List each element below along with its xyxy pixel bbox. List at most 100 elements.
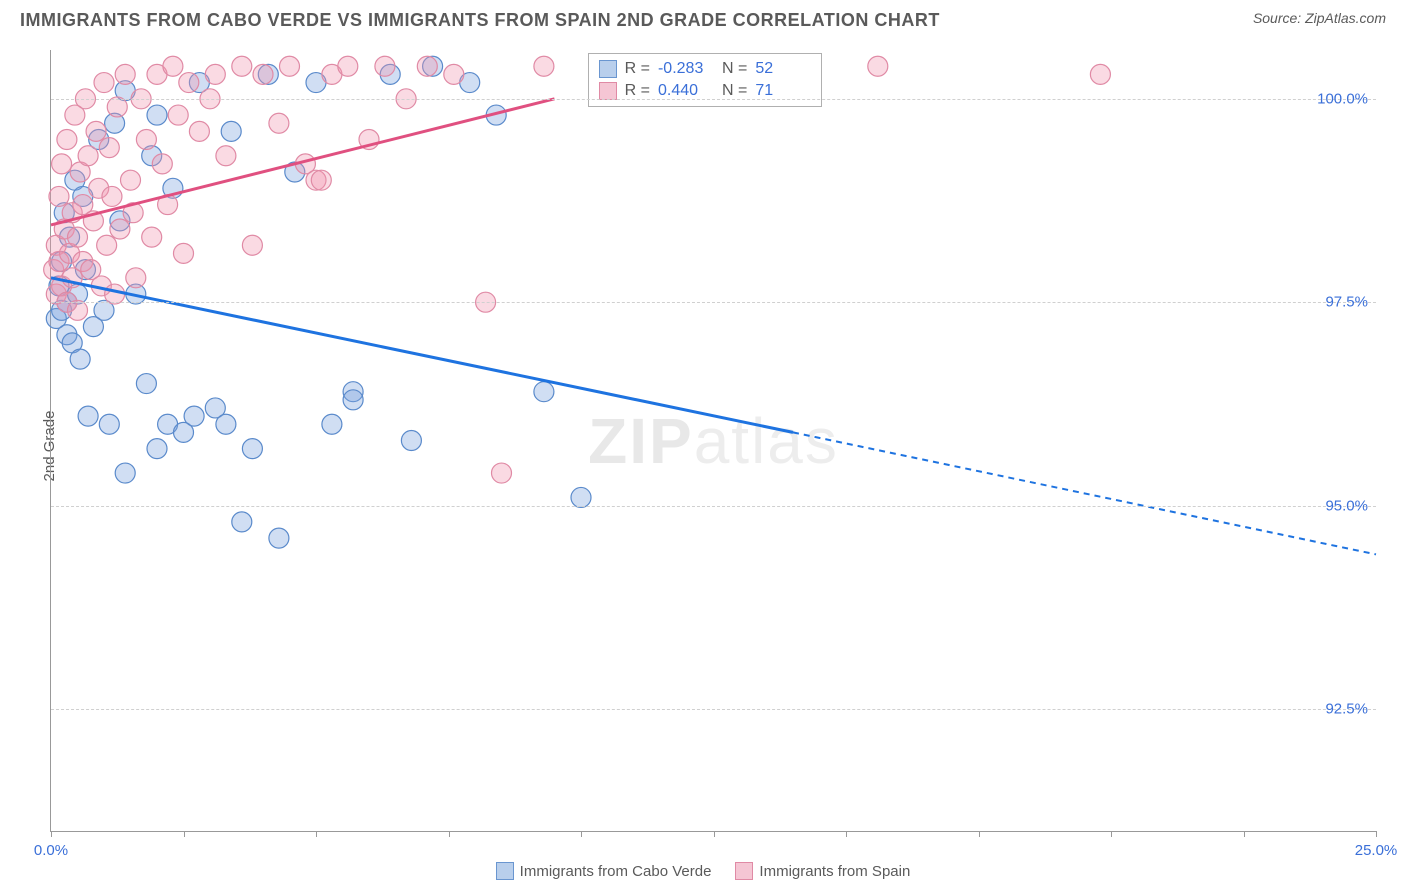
scatter-point	[492, 463, 512, 483]
scatter-point	[232, 512, 252, 532]
scatter-point	[78, 146, 98, 166]
legend-label: Immigrants from Spain	[759, 863, 910, 880]
scatter-point	[168, 105, 188, 125]
y-tick-label: 92.5%	[1325, 700, 1368, 717]
y-tick-label: 97.5%	[1325, 294, 1368, 311]
scatter-point	[189, 121, 209, 141]
scatter-point	[136, 129, 156, 149]
r-value: 0.440	[658, 82, 714, 100]
scatter-point	[121, 170, 141, 190]
y-tick-label: 95.0%	[1325, 497, 1368, 514]
r-label: R =	[625, 60, 650, 78]
legend-swatch	[735, 862, 753, 880]
scatter-point	[232, 56, 252, 76]
scatter-point	[322, 414, 342, 434]
scatter-point	[68, 300, 88, 320]
scatter-point	[216, 414, 236, 434]
x-tick-label: 25.0%	[1355, 842, 1398, 859]
scatter-point	[115, 463, 135, 483]
x-tick	[1376, 831, 1377, 837]
x-tick	[51, 831, 52, 837]
scatter-point	[343, 390, 363, 410]
scatter-point	[375, 56, 395, 76]
scatter-point	[142, 227, 162, 247]
x-tick	[184, 831, 185, 837]
scatter-point	[534, 56, 554, 76]
scatter-point	[68, 227, 88, 247]
legend-swatch	[599, 82, 617, 100]
scatter-point	[102, 186, 122, 206]
legend-swatch	[599, 60, 617, 78]
x-tick	[316, 831, 317, 837]
scatter-point	[105, 284, 125, 304]
gridline	[51, 302, 1376, 303]
correlation-row: R = -0.283 N = 52	[599, 58, 812, 80]
x-tick	[979, 831, 980, 837]
scatter-point	[107, 97, 127, 117]
scatter-point	[280, 56, 300, 76]
scatter-point	[401, 431, 421, 451]
scatter-point	[52, 154, 72, 174]
n-label: N =	[722, 60, 747, 78]
x-tick	[449, 831, 450, 837]
chart-title: IMMIGRANTS FROM CABO VERDE VS IMMIGRANTS…	[20, 10, 940, 31]
scatter-point	[221, 121, 241, 141]
scatter-point	[184, 406, 204, 426]
x-tick	[846, 831, 847, 837]
gridline	[51, 506, 1376, 507]
scatter-point	[253, 64, 273, 84]
regression-line-dashed	[793, 432, 1376, 554]
regression-line	[51, 278, 793, 433]
scatter-point	[49, 186, 69, 206]
gridline	[51, 709, 1376, 710]
scatter-point	[571, 487, 591, 507]
scatter-point	[70, 349, 90, 369]
scatter-point	[57, 129, 77, 149]
legend-swatch	[496, 862, 514, 880]
scatter-point	[115, 64, 135, 84]
scatter-point	[174, 243, 194, 263]
scatter-point	[269, 113, 289, 133]
n-value: 71	[755, 82, 811, 100]
legend-label: Immigrants from Cabo Verde	[520, 863, 712, 880]
scatter-point	[1090, 64, 1110, 84]
x-tick	[1111, 831, 1112, 837]
n-label: N =	[722, 82, 747, 100]
x-tick	[714, 831, 715, 837]
scatter-point	[147, 105, 167, 125]
regression-line	[51, 99, 555, 225]
legend-item: Immigrants from Cabo Verde	[496, 862, 712, 880]
r-value: -0.283	[658, 60, 714, 78]
plot-area: ZIPatlas R =-0.283N =52R =0.440N =71 92.…	[50, 50, 1376, 832]
scatter-point	[534, 382, 554, 402]
scatter-point	[205, 64, 225, 84]
scatter-svg	[51, 50, 1376, 831]
scatter-point	[417, 56, 437, 76]
scatter-point	[163, 56, 183, 76]
scatter-point	[136, 374, 156, 394]
scatter-point	[216, 146, 236, 166]
scatter-point	[126, 268, 146, 288]
scatter-point	[94, 73, 114, 93]
scatter-point	[152, 154, 172, 174]
scatter-point	[242, 235, 262, 255]
gridline	[51, 99, 1376, 100]
scatter-point	[99, 138, 119, 158]
x-tick	[581, 831, 582, 837]
y-tick-label: 100.0%	[1317, 90, 1368, 107]
scatter-point	[311, 170, 331, 190]
x-tick-label: 0.0%	[34, 842, 68, 859]
r-label: R =	[625, 82, 650, 100]
scatter-point	[147, 439, 167, 459]
scatter-point	[179, 73, 199, 93]
legend-item: Immigrants from Spain	[735, 862, 910, 880]
x-tick	[1244, 831, 1245, 837]
scatter-point	[99, 414, 119, 434]
scatter-point	[97, 235, 117, 255]
scatter-point	[78, 406, 98, 426]
scatter-point	[444, 64, 464, 84]
scatter-point	[242, 439, 262, 459]
scatter-point	[110, 219, 130, 239]
n-value: 52	[755, 60, 811, 78]
scatter-point	[338, 56, 358, 76]
